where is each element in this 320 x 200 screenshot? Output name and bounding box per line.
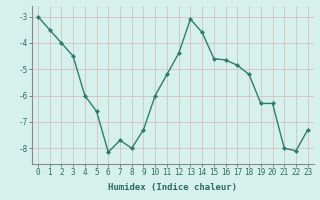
X-axis label: Humidex (Indice chaleur): Humidex (Indice chaleur) xyxy=(108,183,237,192)
